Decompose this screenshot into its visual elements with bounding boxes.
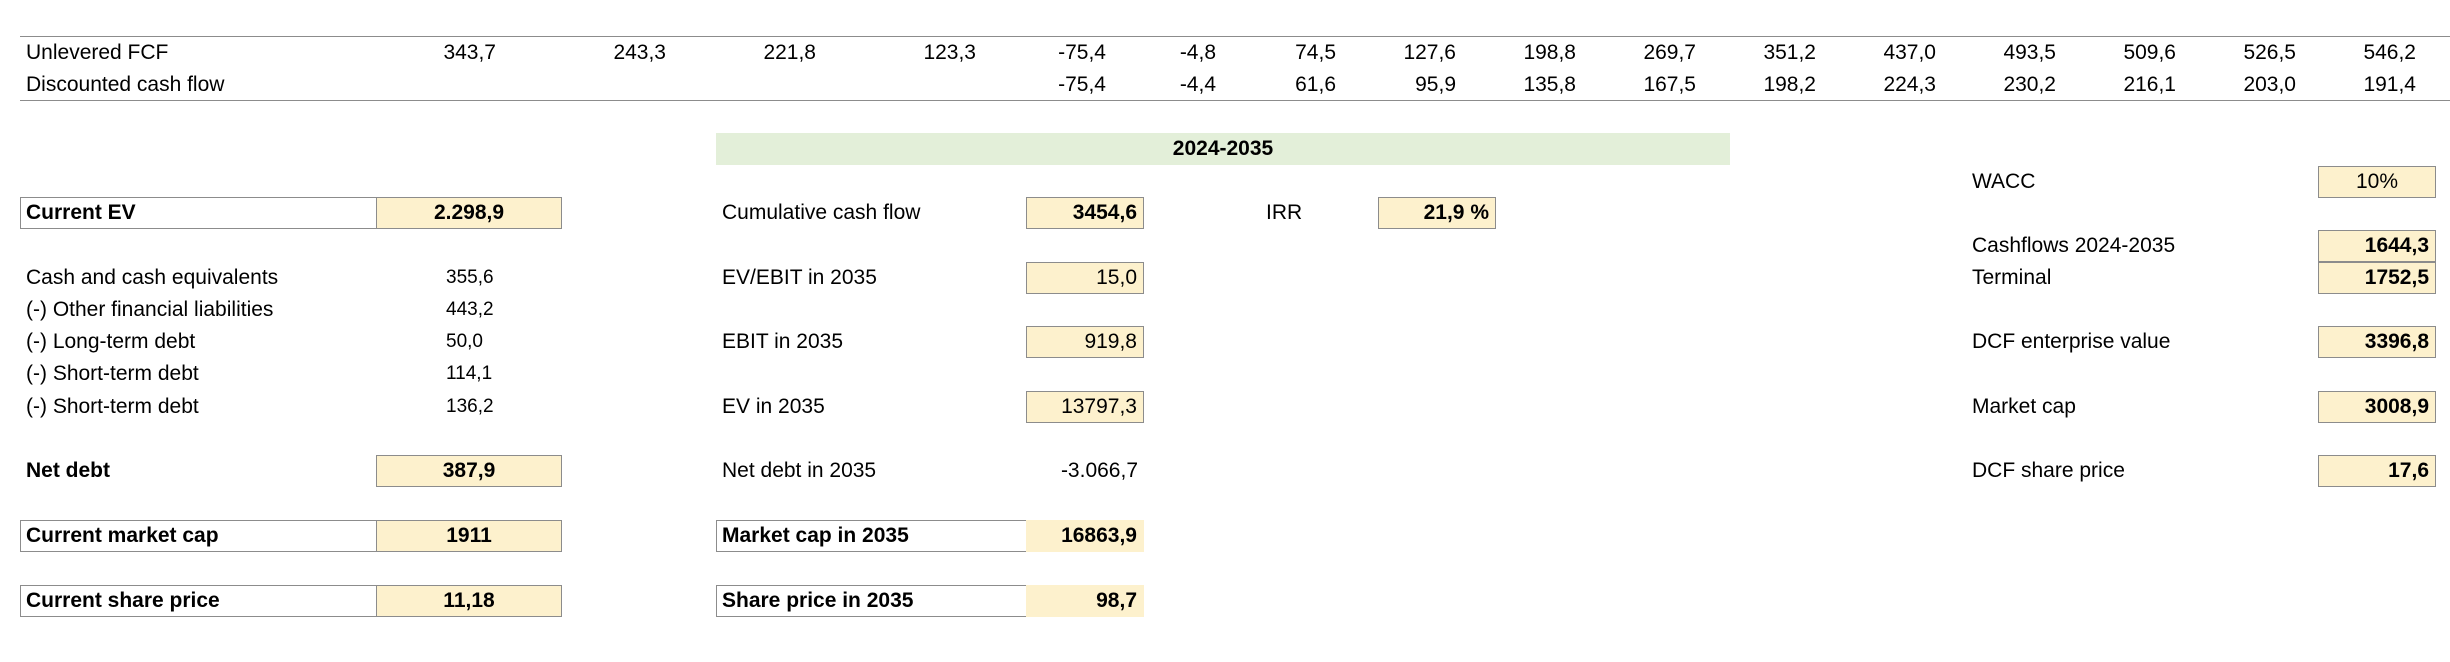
short-term-debt-2-label: (-) Short-term debt — [26, 395, 199, 418]
dcf-ev-value[interactable]: 3396,8 — [2318, 326, 2436, 358]
market-cap-label: Market cap — [1972, 395, 2076, 418]
wacc-value[interactable]: 10% — [2318, 166, 2436, 198]
cashflows-value[interactable]: 1644,3 — [2318, 230, 2436, 262]
market-cap-value[interactable]: 3008,9 — [2318, 391, 2436, 423]
dcf-share-price-label: DCF share price — [1972, 459, 2125, 482]
terminal-label: Terminal — [1972, 266, 2052, 289]
ev-ebit-label: EV/EBIT in 2035 — [722, 266, 877, 289]
discounted-cash-flow-label: Discounted cash flow — [26, 73, 225, 96]
table-cell: 437,0 — [1883, 41, 1936, 64]
table-cell: -75,4 — [1058, 73, 1106, 96]
table-bottom-border — [20, 100, 2450, 101]
long-term-debt-label: (-) Long-term debt — [26, 330, 196, 353]
table-cell: 127,6 — [1403, 41, 1456, 64]
table-cell: 351,2 — [1763, 41, 1816, 64]
cashflows-label: Cashflows 2024-2035 — [1972, 234, 2176, 257]
ev-ebit-value[interactable]: 15,0 — [1026, 262, 1144, 294]
short-term-debt-value: 114,1 — [446, 363, 493, 384]
ev-2035-label: EV in 2035 — [722, 395, 825, 418]
table-cell: 135,8 — [1523, 73, 1576, 96]
current-ev-value[interactable]: 2.298,9 — [376, 197, 562, 229]
current-market-cap-label: Current market cap — [20, 520, 376, 552]
cash-equivalents-value: 355,6 — [446, 267, 494, 288]
table-cell: 203,0 — [2243, 73, 2296, 96]
terminal-value[interactable]: 1752,5 — [2318, 262, 2436, 294]
dcf-ev-label: DCF enterprise value — [1972, 330, 2171, 353]
share-price-2035-label: Share price in 2035 — [716, 585, 1026, 617]
table-cell: 198,8 — [1523, 41, 1576, 64]
table-cell: 167,5 — [1643, 73, 1696, 96]
cumulative-cash-flow-label: Cumulative cash flow — [722, 201, 921, 224]
table-cell: 221,8 — [763, 41, 816, 64]
other-financial-liabilities-value: 443,2 — [446, 299, 494, 320]
net-debt-2035-label: Net debt in 2035 — [722, 459, 877, 482]
table-cell: 123,3 — [923, 41, 976, 64]
net-debt-label: Net debt — [26, 459, 110, 482]
table-cell: -4,8 — [1179, 41, 1216, 64]
share-price-2035-value[interactable]: 98,7 — [1026, 585, 1144, 617]
table-cell: 74,5 — [1295, 41, 1336, 64]
current-share-price-value[interactable]: 11,18 — [376, 585, 562, 617]
unlevered-fcf-label: Unlevered FCF — [26, 41, 169, 64]
table-cell: 509,6 — [2123, 41, 2176, 64]
table-top-border — [20, 36, 2450, 37]
ebit-label: EBIT in 2035 — [722, 330, 844, 353]
short-term-debt-label: (-) Short-term debt — [26, 362, 199, 385]
ev-2035-value[interactable]: 13797,3 — [1026, 391, 1144, 423]
table-cell: 343,7 — [443, 41, 496, 64]
wacc-label: WACC — [1972, 170, 2036, 193]
cash-equivalents-label: Cash and cash equivalents — [26, 266, 279, 289]
table-cell: 191,4 — [2363, 73, 2416, 96]
table-cell: 61,6 — [1295, 73, 1336, 96]
ebit-value[interactable]: 919,8 — [1026, 326, 1144, 358]
table-cell: 546,2 — [2363, 41, 2416, 64]
table-cell: 493,5 — [2003, 41, 2056, 64]
market-cap-2035-value[interactable]: 16863,9 — [1026, 520, 1144, 552]
irr-value[interactable]: 21,9 % — [1378, 197, 1496, 229]
table-cell: 216,1 — [2123, 73, 2176, 96]
table-cell: 95,9 — [1415, 73, 1456, 96]
table-cell: 230,2 — [2003, 73, 2056, 96]
period-header: 2024-2035 — [716, 133, 1730, 165]
current-market-cap-value[interactable]: 1911 — [376, 520, 562, 552]
other-financial-liabilities-label: (-) Other financial liabilities — [26, 298, 274, 321]
table-cell: -4,4 — [1179, 73, 1216, 96]
cumulative-cash-flow-value[interactable]: 3454,6 — [1026, 197, 1144, 229]
table-cell: 224,3 — [1883, 73, 1936, 96]
table-cell: 198,2 — [1763, 73, 1816, 96]
net-debt-2035-value: -3.066,7 — [1060, 459, 1138, 482]
current-share-price-label: Current share price — [20, 585, 376, 617]
short-term-debt-2-value: 136,2 — [446, 396, 494, 417]
long-term-debt-value: 50,0 — [446, 331, 483, 352]
net-debt-value[interactable]: 387,9 — [376, 455, 562, 487]
dcf-share-price-value[interactable]: 17,6 — [2318, 455, 2436, 487]
table-cell: -75,4 — [1058, 41, 1106, 64]
table-cell: 243,3 — [613, 41, 666, 64]
irr-label: IRR — [1266, 201, 1303, 224]
table-cell: 269,7 — [1643, 41, 1696, 64]
current-ev-label: Current EV — [20, 197, 376, 229]
table-cell: 526,5 — [2243, 41, 2296, 64]
market-cap-2035-label: Market cap in 2035 — [716, 520, 1026, 552]
